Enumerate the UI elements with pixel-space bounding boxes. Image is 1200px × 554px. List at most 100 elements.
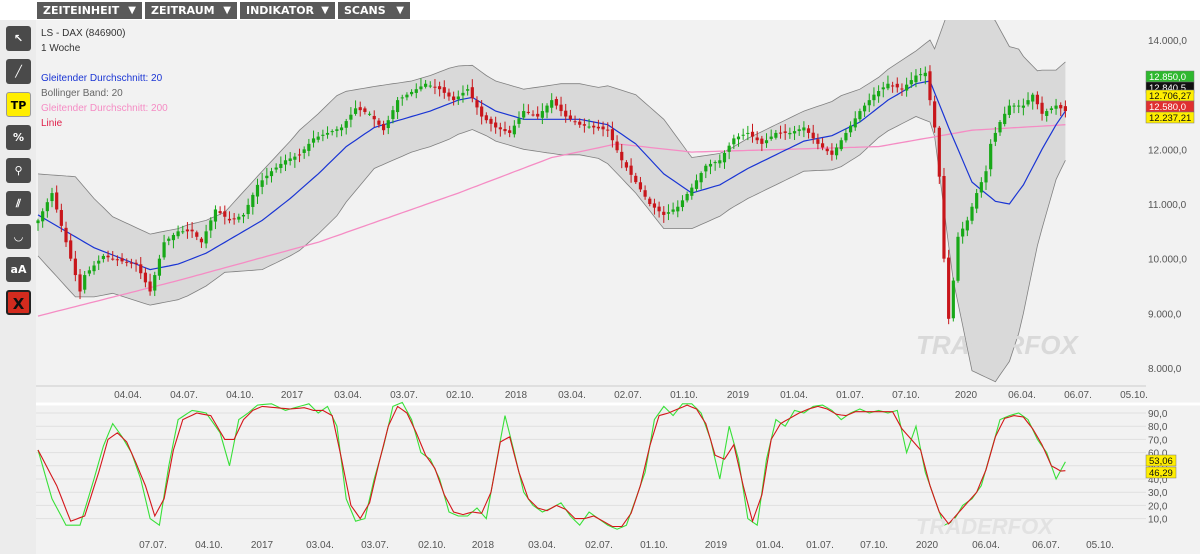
delete-tool[interactable]: X [6, 290, 31, 315]
candle-body [905, 84, 909, 91]
candle-body [526, 111, 530, 113]
candle [867, 93, 871, 113]
curve-tool[interactable]: ◡ [6, 224, 31, 249]
menu-scans[interactable]: SCANS ▼ [338, 2, 410, 19]
chevron-down-icon: ▼ [396, 5, 404, 16]
time-tick-label: 2018 [505, 390, 528, 401]
candle [400, 94, 404, 106]
channel-tool[interactable]: ⫽ [6, 191, 31, 216]
candle [643, 185, 647, 200]
line-tool[interactable]: ╱ [6, 59, 31, 84]
candle-body [825, 148, 829, 152]
candle [816, 133, 820, 150]
candle-body [470, 87, 474, 99]
candle-body [78, 274, 82, 292]
candle [956, 232, 960, 283]
candle [190, 222, 194, 238]
candle-body [293, 156, 297, 160]
candle [111, 251, 115, 261]
candle [139, 257, 143, 280]
candle [377, 118, 381, 128]
candle-body [381, 123, 386, 131]
candle [349, 107, 353, 128]
candle-body [255, 184, 260, 197]
candle-body [881, 87, 885, 90]
candle [676, 200, 680, 218]
candle-body [480, 106, 484, 117]
candle [167, 236, 171, 246]
text-tool[interactable]: aA [6, 257, 31, 282]
candle [367, 111, 372, 117]
candle-body [909, 80, 913, 85]
candle [517, 111, 521, 128]
menu-indikator[interactable]: INDIKATOR ▼ [240, 2, 335, 19]
candle [554, 96, 558, 110]
candle [204, 224, 208, 249]
candle-body [923, 72, 927, 77]
sma20-line [37, 80, 1066, 271]
candle-body [377, 120, 381, 125]
candle-body [372, 115, 376, 120]
stoch-tick-label: 80,0 [1148, 422, 1168, 433]
stoch-tick-label: 40,0 [1148, 475, 1168, 486]
stochastic-d-line [37, 404, 1066, 528]
candle-body [886, 83, 890, 89]
stoch-value-text: 53,06 [1149, 456, 1173, 467]
legend-layer: LS - DAX (846900) 1 Woche Gleitender Dur… [41, 28, 168, 129]
candle [919, 67, 923, 82]
candle [820, 137, 825, 151]
candle [498, 122, 502, 137]
candle-body [410, 91, 414, 95]
candle [480, 100, 484, 125]
time-tick-label: 2019 [727, 390, 750, 401]
candle [778, 125, 783, 139]
candle-body [942, 175, 946, 259]
candle [265, 167, 269, 185]
candle [802, 121, 806, 138]
candle [1040, 96, 1044, 121]
candle-body [568, 115, 572, 120]
percent-tool[interactable]: % [6, 125, 31, 150]
candle [891, 81, 895, 93]
candle [438, 81, 442, 97]
tp-tool[interactable]: TP [6, 92, 31, 117]
stoch-tick-label: 30,0 [1148, 488, 1168, 499]
menu-zeitraum[interactable]: ZEITRAUM ▼ [145, 2, 237, 19]
candle [466, 84, 470, 96]
candle [657, 201, 661, 218]
candle-body [741, 134, 745, 136]
candle [106, 250, 110, 262]
candle-body [961, 228, 965, 237]
candle [475, 96, 479, 115]
price-tag-bg [1145, 111, 1195, 124]
candle [330, 129, 334, 136]
candle-body [419, 86, 423, 90]
candle [998, 120, 1002, 136]
candle [391, 105, 395, 124]
stoch-value-tag: 46,29 [1145, 466, 1177, 479]
menu-zeiteinheit[interactable]: ZEITEINHEIT ▼ [37, 2, 142, 19]
candle-body [1031, 94, 1035, 102]
pointer-tool[interactable]: ↖ [6, 26, 31, 51]
candle [307, 138, 311, 157]
candle-body [559, 104, 563, 112]
menu-bar: ZEITEINHEIT ▼ ZEITRAUM ▼ INDIKATOR ▼ SCANS ▼ [0, 0, 1200, 20]
candle-body [970, 206, 974, 221]
chevron-down-icon: ▼ [223, 5, 231, 16]
candle [736, 133, 741, 147]
candle [153, 271, 157, 297]
legend-sma20: Gleitender Durchschnitt: 20 [41, 73, 163, 84]
candle-body [106, 255, 110, 258]
candle-body [209, 220, 213, 231]
candle [358, 101, 362, 117]
candle-body [676, 206, 680, 212]
stoch-time-tick-label: 2018 [472, 540, 495, 551]
candle-body [162, 242, 166, 258]
candle-body [610, 129, 615, 141]
zoom-tool[interactable]: ⚲ [6, 158, 31, 183]
candle-body [185, 229, 190, 232]
candle-body [227, 218, 232, 221]
candle [73, 250, 77, 282]
candle-body [503, 129, 507, 132]
candle-body [554, 99, 558, 106]
